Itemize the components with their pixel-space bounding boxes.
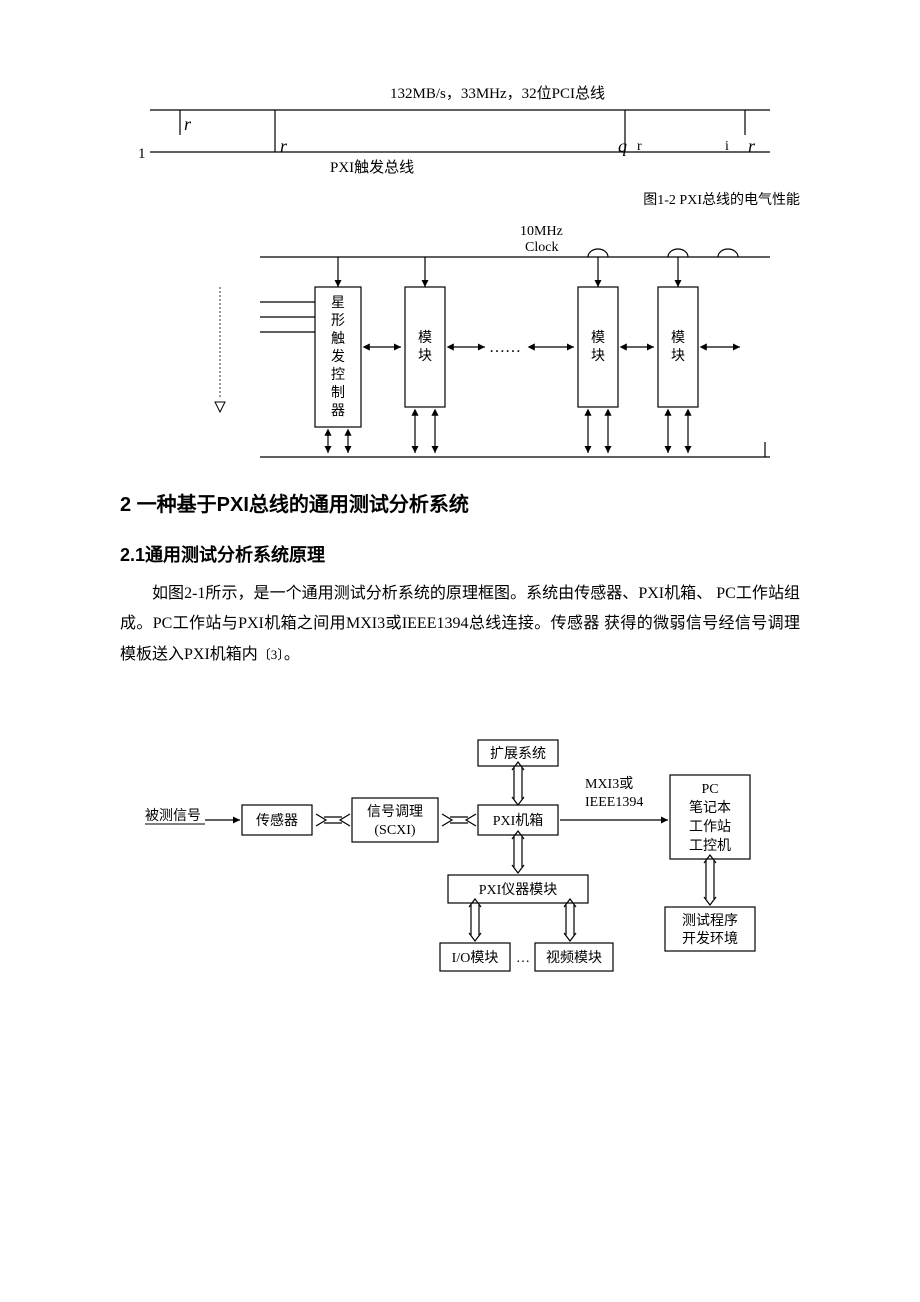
down-arrows-4	[668, 411, 688, 453]
test-env-1: 测试程序	[682, 913, 738, 929]
clock-label-1: 10MHz	[520, 224, 563, 239]
pxi-trigger-label: PXI触发总线	[330, 159, 414, 176]
pc-label-2: 笔记本	[689, 800, 731, 816]
controller-char-4: 发	[331, 349, 345, 365]
controller-char-5: 控	[331, 367, 345, 383]
clock-label-2: Clock	[525, 240, 558, 255]
letter-r2: r	[280, 136, 288, 156]
module-1-char-1: 模	[418, 330, 432, 346]
pxi-box-label: PXI机箱	[493, 813, 544, 829]
bidir-arrow-up	[512, 762, 524, 805]
module-3-char-2: 块	[671, 348, 685, 364]
bidir-arrow-pc-down	[704, 855, 716, 905]
bidir-arrow-2	[442, 814, 476, 826]
figure-1-caption: 图1-2 PXI总线的电气性能	[120, 189, 800, 209]
figure-2-1: 被测信号 传感器 信号调理 (SCXI) PXI机箱 扩展系统	[140, 710, 800, 995]
system-block-diagram-svg: 被测信号 传感器 信号调理 (SCXI) PXI机箱 扩展系统	[140, 710, 800, 990]
pc-label-4: 工控机	[689, 838, 731, 854]
test-env-2: 开发环境	[682, 931, 738, 947]
sensor-label: 传感器	[256, 812, 298, 829]
letter-r4: r	[748, 136, 756, 156]
module-2-char-1: 模	[591, 330, 605, 346]
mxi-label-1: MXI3或	[585, 776, 633, 792]
module-2-char-2: 块	[591, 348, 605, 364]
module-3-char-1: 模	[671, 330, 685, 346]
letter-q: q	[618, 136, 627, 156]
scxi-label-2: (SCXI)	[374, 823, 416, 838]
reference-3: 〔3〕	[258, 647, 284, 662]
io-ellipsis: …	[516, 951, 530, 966]
pci-bus-label: 132MB/s，33MHz，32位PCI总线	[390, 85, 605, 102]
io-module-label: I/O模块	[452, 950, 499, 966]
signal-in-label: 被测信号	[145, 808, 201, 824]
bidir-arrow-pxi-down	[512, 831, 524, 873]
scxi-label-1: 信号调理	[367, 804, 423, 820]
section-2-1-paragraph: 如图2-1所示，是一个通用测试分析系统的原理框图。系统由传感器、PXI机箱、 P…	[120, 579, 800, 670]
down-arrows-2	[415, 411, 435, 453]
module-1-char-2: 块	[418, 348, 432, 364]
controller-char-3: 触	[331, 331, 345, 347]
video-module-label: 视频模块	[546, 950, 602, 966]
section-2-1-heading: 2.1通用测试分析系统原理	[120, 541, 800, 567]
pxi-instr-label: PXI仪器模块	[479, 882, 558, 898]
mxi-label-2: IEEE1394	[585, 795, 643, 810]
paragraph-text: 如图2-1所示，是一个通用测试分析系统的原理框图。系统由传感器、PXI机箱、 P…	[120, 585, 800, 663]
pc-label-1: PC	[701, 782, 718, 797]
bidir-arrow-io	[469, 899, 481, 941]
section-2-heading: 2 一种基于PXI总线的通用测试分析系统	[120, 488, 800, 517]
controller-char-2: 形	[331, 313, 345, 329]
pc-label-3: 工作站	[689, 819, 731, 835]
figure-1-top: 132MB/s，33MHz，32位PCI总线 r 1 r q r i r PXI…	[120, 80, 800, 185]
bus-diagram-svg: 132MB/s，33MHz，32位PCI总线 r 1 r q r i r PXI…	[120, 80, 800, 180]
figure-1-bottom: 10MHz Clock 星 形 触 发 控 制 器 模 块 …… 模	[120, 217, 800, 472]
down-arrows-1	[328, 431, 348, 453]
letter-one: 1	[138, 146, 146, 162]
letter-r1: r	[184, 114, 192, 134]
controller-char-1: 星	[331, 296, 345, 311]
bidir-arrow-video	[564, 899, 576, 941]
controller-char-6: 制	[331, 385, 345, 401]
down-arrows-3	[588, 411, 608, 453]
bidir-arrow-1	[316, 814, 350, 826]
module-ellipsis: ……	[489, 339, 521, 356]
clock-modules-svg: 10MHz Clock 星 形 触 发 控 制 器 模 块 …… 模	[120, 217, 800, 467]
expansion-label: 扩展系统	[490, 746, 546, 762]
controller-char-7: 器	[331, 404, 345, 419]
paragraph-period: 。	[284, 646, 300, 663]
